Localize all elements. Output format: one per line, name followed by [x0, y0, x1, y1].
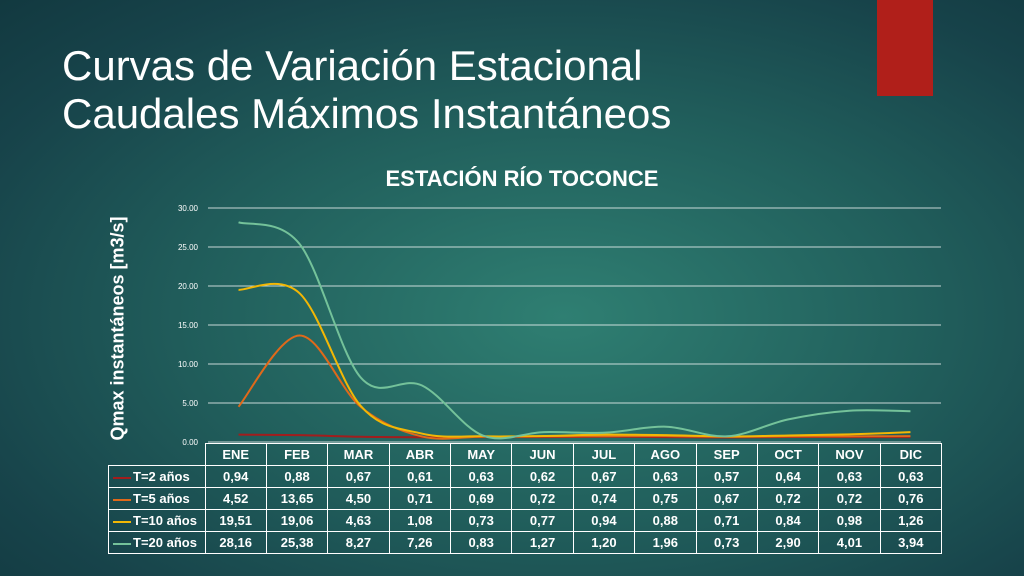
- slide-title-line-1: Curvas de Variación Estacional: [62, 42, 643, 89]
- data-label: 0,84: [756, 509, 820, 532]
- data-label: 0,72: [756, 487, 820, 510]
- data-label: 0,72: [511, 487, 574, 510]
- data-label: 1,27: [511, 531, 574, 554]
- data-label: 4,50: [327, 487, 390, 510]
- data-label: 2,90: [756, 531, 820, 554]
- data-label: 3,94: [879, 531, 943, 554]
- category-label: AGO: [634, 443, 697, 466]
- data-label: 0,94: [204, 465, 267, 488]
- data-label: 13,65: [265, 487, 329, 510]
- accent-bar: [877, 0, 933, 96]
- data-table-body: T=2 años 0,94 0,88 0,67 0,61 0,63 0,62 0,67 0,63…: [108, 465, 943, 554]
- category-label: JUL: [572, 443, 636, 466]
- category-label: NOV: [818, 443, 881, 466]
- data-label: 1,26: [879, 509, 943, 532]
- series-line-3: [238, 282, 911, 438]
- data-label: 1,96: [634, 531, 697, 554]
- slide-title-line-2: Caudales Máximos Instantáneos: [62, 90, 672, 137]
- data-label: 25,38: [265, 531, 329, 554]
- data-label: 0,74: [572, 487, 636, 510]
- category-label: ENE: [204, 443, 267, 466]
- chart-title: ESTACIÓN RÍO TOCONCE: [385, 166, 659, 191]
- category-header-row: ENE FEB MAR ABR MAY JUN JUL AGO SEP OCT NOV DIC: [108, 443, 943, 466]
- data-label: 1,08: [388, 509, 452, 532]
- data-label: 19,51: [204, 509, 267, 532]
- series-name: T=10 años: [133, 513, 197, 528]
- y-tick-labels: 0.00 5.00 10.00 15.00 20.00 25.00 30.00: [178, 204, 199, 447]
- table-corner: [108, 443, 206, 466]
- data-label: 4,52: [204, 487, 267, 510]
- y-tick-label: 15.00: [178, 321, 199, 330]
- legend-swatch: [113, 498, 131, 501]
- data-label: 4,01: [818, 531, 881, 554]
- data-label: 0,88: [634, 509, 697, 532]
- data-label: 0,67: [695, 487, 758, 510]
- data-label: 0,76: [879, 487, 943, 510]
- category-label: MAR: [327, 443, 390, 466]
- series-name: T=20 años: [133, 535, 197, 550]
- series-legend-cell: T=10 años: [108, 509, 206, 532]
- data-label: 7,26: [388, 531, 452, 554]
- category-label: OCT: [756, 443, 820, 466]
- data-label: 0,69: [449, 487, 513, 510]
- data-label: 0,72: [818, 487, 881, 510]
- table-row: T=20 años 28,16 25,38 8,27 7,26 0,83 1,27 1,20 1…: [108, 531, 943, 554]
- table-row: T=5 años 4,52 13,65 4,50 0,71 0,69 0,72 0,74 0,7…: [108, 487, 943, 510]
- category-label: DIC: [879, 443, 943, 466]
- data-label: 0,98: [818, 509, 881, 532]
- data-label: 0,63: [818, 465, 881, 488]
- data-label: 0,57: [695, 465, 758, 488]
- data-label: 4,63: [327, 509, 390, 532]
- series-line-4: [238, 221, 911, 440]
- data-label: 0,63: [634, 465, 697, 488]
- series-lines: [237, 221, 911, 440]
- data-label: 0,62: [511, 465, 574, 488]
- gridlines: [208, 207, 941, 443]
- data-label: 0,61: [388, 465, 452, 488]
- series-legend-cell: T=20 años: [108, 531, 206, 554]
- data-label: 0,83: [449, 531, 513, 554]
- data-label: 1,20: [572, 531, 636, 554]
- data-label: 28,16: [204, 531, 267, 554]
- category-label: MAY: [449, 443, 513, 466]
- y-tick-label: 10.00: [178, 360, 199, 369]
- category-label: FEB: [265, 443, 329, 466]
- legend-swatch: [113, 520, 131, 523]
- series-name: T=5 años: [133, 491, 190, 506]
- table-row: T=2 años 0,94 0,88 0,67 0,61 0,63 0,62 0,67 0,63…: [108, 465, 943, 488]
- series-line-2: [237, 334, 911, 440]
- data-label: 0,75: [634, 487, 697, 510]
- data-label: 0,71: [695, 509, 758, 532]
- data-label: 0,73: [449, 509, 513, 532]
- data-label: 0,71: [388, 487, 452, 510]
- data-label: 0,88: [265, 465, 329, 488]
- y-tick-label: 0.00: [182, 438, 198, 447]
- category-label: JUN: [511, 443, 574, 466]
- data-label: 0,63: [449, 465, 513, 488]
- series-name: T=2 años: [133, 469, 190, 484]
- data-label: 0,73: [695, 531, 758, 554]
- legend-swatch: [113, 476, 131, 479]
- y-tick-label: 5.00: [182, 399, 198, 408]
- data-table: ENE FEB MAR ABR MAY JUN JUL AGO SEP OCT NOV DIC T=2…: [108, 443, 943, 554]
- data-label: 0,67: [572, 465, 636, 488]
- category-label: ABR: [388, 443, 452, 466]
- series-legend-cell: T=5 años: [108, 487, 206, 510]
- y-tick-label: 20.00: [178, 282, 199, 291]
- data-label: 19,06: [265, 509, 329, 532]
- legend-swatch: [113, 542, 131, 545]
- slide-title: Curvas de Variación Estacional Caudales …: [62, 42, 671, 138]
- data-label: 0,63: [879, 465, 943, 488]
- y-tick-label: 25.00: [178, 243, 199, 252]
- table-row: T=10 años 19,51 19,06 4,63 1,08 0,73 0,77 0,94 0…: [108, 509, 943, 532]
- data-label: 0,67: [327, 465, 390, 488]
- series-legend-cell: T=2 años: [108, 465, 206, 488]
- data-label: 0,94: [572, 509, 636, 532]
- data-label: 8,27: [327, 531, 390, 554]
- y-tick-label: 30.00: [178, 204, 199, 213]
- category-label: SEP: [695, 443, 758, 466]
- data-label: 0,64: [756, 465, 820, 488]
- data-label: 0,77: [511, 509, 574, 532]
